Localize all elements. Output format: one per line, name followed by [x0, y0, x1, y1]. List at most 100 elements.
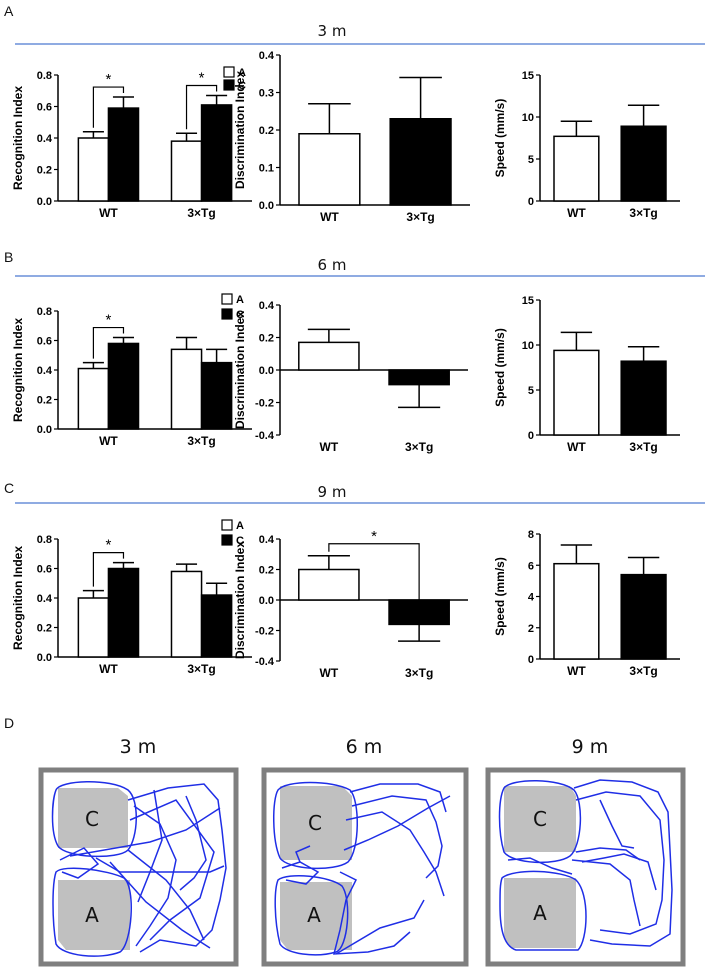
bar-wt [298, 568, 360, 601]
bar-c [107, 342, 140, 430]
chart-speed-3m: 0 5 10 15 Speed (mm/s) WT 3×Tg [493, 70, 680, 220]
object-c-zone [280, 786, 352, 860]
x-category-label: 3×Tg [405, 666, 433, 680]
legend-9m: A C [221, 519, 244, 547]
arena-6m: C A [261, 767, 469, 967]
y-tick-label: 6 [528, 560, 534, 572]
legend-swatch-c [223, 79, 235, 91]
y-tick-label: 0.2 [259, 125, 274, 137]
object-a-label: A [307, 903, 321, 927]
significance-bracket [92, 86, 125, 128]
x-category-label: WT [99, 434, 118, 448]
bar-a [77, 597, 110, 658]
chart-discrimination-6m: -0.4 -0.2 0.0 0.2 0.4 Discrimination Index WT 3… [233, 300, 468, 454]
y-tick-label: 0.1 [259, 163, 274, 175]
panel-letter-b: B [4, 249, 13, 265]
y-tick-label: 0.0 [259, 595, 274, 607]
y-tick-label: 0.4 [259, 534, 275, 546]
y-axis-label: Recognition Index [11, 86, 25, 190]
x-category-label: WT [320, 210, 339, 224]
legend-3m: A C [223, 66, 246, 92]
y-tick-label: 0.6 [37, 564, 52, 576]
y-tick-label: 0.8 [37, 70, 52, 82]
y-axis-label: Recognition Index [11, 546, 25, 650]
y-tick-label: 4 [528, 592, 535, 604]
row-title-9m: 9 m [318, 483, 347, 501]
legend-swatch-c [221, 534, 233, 546]
y-tick-label: 0.0 [37, 424, 52, 436]
significance-marker: * [371, 528, 377, 545]
significance-bracket [92, 552, 125, 587]
y-tick-label: 0.2 [37, 395, 52, 407]
bar-a [77, 137, 110, 202]
object-a: A [280, 882, 352, 950]
legend-label-c: C [236, 535, 244, 547]
y-tick-label: 0.4 [37, 133, 53, 145]
y-axis-label: Speed (mm/s) [493, 557, 507, 636]
y-tick-label: -0.2 [255, 398, 274, 410]
y-axis-label: Discrimination Index [233, 541, 247, 659]
legend-label-c: C [238, 80, 246, 92]
y-axis-label: Speed (mm/s) [493, 328, 507, 407]
y-tick-label: 10 [522, 340, 534, 352]
significance-bracket [185, 84, 218, 130]
bar-wt [298, 341, 360, 371]
y-tick-label: 0.0 [37, 196, 52, 208]
x-category-label: 3×Tg [629, 664, 657, 678]
panel-letter-c: C [4, 480, 14, 496]
legend-label-a: A [238, 67, 246, 79]
movement-track [272, 781, 451, 956]
legend-swatch-a [221, 519, 233, 531]
bar-c [107, 107, 140, 202]
track-title-6m: 6 m [346, 736, 383, 758]
bar-tg [620, 360, 667, 436]
bar-wt [553, 562, 600, 660]
significance-marker: * [106, 312, 112, 329]
panel-letter-a: A [4, 3, 14, 19]
bar-c [200, 594, 233, 658]
y-tick-label: 0 [528, 654, 534, 666]
object-a-zone [280, 882, 352, 950]
x-category-label: WT [567, 440, 586, 454]
y-tick-label: 15 [522, 295, 534, 307]
legend-label-c: C [236, 309, 244, 321]
y-tick-label: 0.2 [37, 165, 52, 177]
y-tick-label: 0.0 [259, 365, 274, 377]
bar-tg [620, 573, 667, 660]
y-tick-label: 0.0 [259, 200, 274, 212]
y-tick-label: 8 [528, 529, 534, 541]
bar-a [170, 570, 203, 658]
significance-bracket [328, 543, 420, 602]
movement-track [498, 779, 673, 951]
y-tick-label: 0.6 [37, 336, 52, 348]
bar-wt [553, 349, 600, 436]
chart-recognition-3m: 0.0 0.2 0.4 0.6 0.8 Recognition Index WT 3×Tg * * [11, 69, 252, 220]
track-title-3m: 3 m [120, 736, 157, 758]
track-title-9m: 9 m [572, 736, 609, 758]
legend-swatch-a [223, 66, 235, 78]
arena-3m: C A [38, 767, 239, 967]
object-c-label: C [308, 811, 322, 835]
legend-swatch-c [221, 308, 233, 320]
y-tick-label: 0.3 [259, 88, 274, 100]
x-category-label: 3×Tg [187, 434, 215, 448]
object-c-label: C [533, 807, 547, 831]
x-category-label: 3×Tg [629, 206, 657, 220]
bar-tg [620, 125, 667, 202]
legend-label-a: A [236, 520, 244, 532]
y-tick-label: 0.4 [37, 365, 53, 377]
legend-swatch-a [221, 293, 233, 305]
bar-c [200, 104, 233, 202]
x-category-label: 3×Tg [406, 210, 434, 224]
object-a-label: A [85, 903, 99, 927]
x-category-label: 3×Tg [187, 662, 215, 676]
object-c: C [504, 786, 576, 852]
object-a: A [58, 880, 130, 950]
bar-tg [388, 369, 450, 386]
row-title-3m: 3 m [318, 22, 347, 40]
y-tick-label: 0.8 [37, 534, 52, 546]
y-tick-label: 0.0 [37, 652, 52, 664]
y-tick-label: 0.2 [259, 333, 274, 345]
bar-a [170, 140, 203, 202]
